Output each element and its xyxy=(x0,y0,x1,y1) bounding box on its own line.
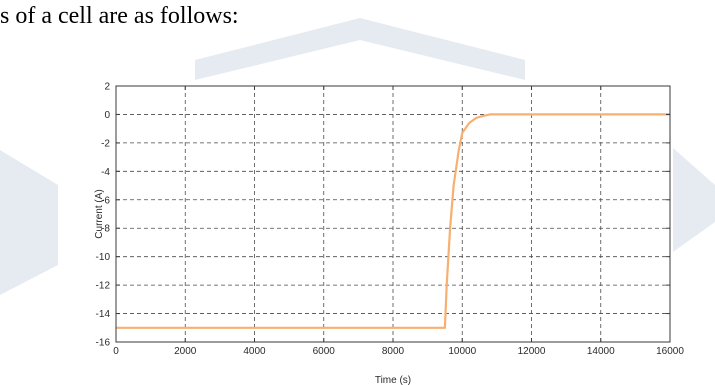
x-tick-label: 8000 xyxy=(382,346,405,357)
series-layer xyxy=(116,113,670,329)
x-tick-labels: 0 2000 4000 6000 8000 10000 12000 14000 16000 xyxy=(113,346,684,357)
axis-ticks xyxy=(115,85,671,343)
y-tick-label: -12 xyxy=(96,281,111,292)
y-tick-label: -14 xyxy=(96,309,111,320)
x-tick-label: 14000 xyxy=(587,346,615,357)
y-tick-label: 2 xyxy=(104,82,110,93)
x-tick-label: 4000 xyxy=(243,346,266,357)
y-tick-labels: 2 0 -2 -4 -6 -8 -10 -12 -14 -16 xyxy=(96,82,111,349)
y-tick-label: -2 xyxy=(101,138,110,149)
x-tick-label: 6000 xyxy=(313,346,336,357)
watermark-left-arrow xyxy=(0,150,58,295)
y-tick-label: -16 xyxy=(96,338,111,349)
x-tick-label: 16000 xyxy=(656,346,684,357)
y-tick-label: -6 xyxy=(101,195,110,206)
y-tick-label: -4 xyxy=(101,167,110,178)
y-tick-label: -8 xyxy=(101,224,110,235)
watermark-right-arrow xyxy=(673,148,715,252)
intro-text: s of a cell are as follows: xyxy=(0,3,239,29)
x-tick-label: 0 xyxy=(113,346,119,357)
watermark-top-chevron xyxy=(195,18,525,80)
x-tick-label: 2000 xyxy=(174,346,197,357)
y-axis-label: Current (A) xyxy=(94,189,105,238)
y-tick-label: 0 xyxy=(104,110,110,121)
y-tick-label: -10 xyxy=(96,252,111,263)
horizontal-gridlines xyxy=(116,114,670,314)
x-tick-label: 12000 xyxy=(518,346,546,357)
vertical-gridlines xyxy=(184,86,602,342)
x-tick-label: 10000 xyxy=(448,346,476,357)
x-axis-label: Time (s) xyxy=(375,375,411,385)
current-series-line xyxy=(116,113,670,329)
